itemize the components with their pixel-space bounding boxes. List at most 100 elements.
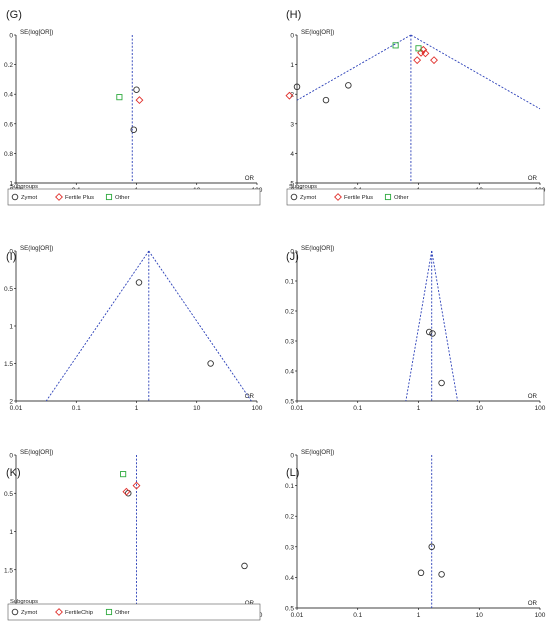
point-study-1 — [429, 330, 436, 337]
funnel-left-boundary — [296, 34, 412, 101]
x-tick-label: 0.1 — [353, 405, 362, 412]
y-tick-label: 0 — [290, 249, 294, 256]
funnel-right-boundary — [431, 250, 459, 402]
legend-entry-label: Other — [394, 195, 409, 201]
panel-label: (L) — [286, 467, 299, 479]
x-axis-label: OR — [528, 600, 538, 607]
y-tick-label: 0.4 — [285, 369, 294, 376]
y-tick-label: 0.3 — [285, 544, 294, 551]
panel-label: (K) — [6, 467, 21, 479]
x-tick-label: 0.1 — [72, 405, 81, 412]
point-fertile-plus-5 — [285, 91, 294, 100]
y-tick-label: 0.3 — [285, 339, 294, 346]
x-tick-label: 1 — [417, 405, 421, 412]
x-tick-label: 0.01 — [291, 405, 304, 412]
panel-j: (J)0 0.1 0.2 0.3 0.4 0.50.01 0.1 1 10 100 SE(log[O… — [285, 245, 546, 412]
legend-title: Subgroups — [10, 599, 38, 605]
funnel-right-boundary — [410, 34, 541, 110]
y-tick-label: 2 — [9, 399, 13, 406]
legend-entry-label: Fertile Plus — [344, 195, 373, 201]
x-axis-label: OR — [245, 175, 255, 182]
x-tick-label: 100 — [535, 405, 546, 412]
y-axis-label: SE(log[OR]) — [301, 449, 334, 456]
x-tick-label: 0.01 — [10, 405, 23, 412]
point-other-0 — [120, 471, 127, 478]
point-zymot-1 — [322, 96, 330, 104]
point-zymot-2 — [345, 82, 352, 89]
panel-i: (I)0 0.5 1 1.5 20.01 0.1 1 10 100 SE(log[OR]) OR — [4, 245, 263, 412]
legend-entry-label: Zymot — [21, 610, 37, 616]
x-axis-label: OR — [245, 393, 255, 400]
point-study-1 — [417, 569, 425, 577]
funnel-left-boundary — [45, 250, 150, 402]
y-tick-label: 0.5 — [4, 491, 13, 498]
panel-k: (K)00.511.520.010.1110100SE(log[OR])ORSu… — [4, 449, 263, 621]
x-tick-label: 10 — [476, 612, 484, 619]
point-other-1 — [415, 45, 422, 52]
legend-box — [7, 188, 261, 206]
point-zymot-0 — [133, 86, 140, 94]
point-fertile-plus-3 — [421, 49, 430, 58]
panel-label: (I) — [6, 251, 16, 263]
y-tick-label: 0 — [9, 249, 13, 256]
y-tick-label: 1 — [290, 62, 294, 69]
y-tick-label: 1 — [9, 181, 13, 188]
legend: Subgroups Zymot Fertile Plus Other — [286, 184, 545, 206]
point-fertile-plus-0 — [413, 56, 422, 65]
legend-title: Subgroups — [10, 184, 38, 190]
legend-entry-label: Other — [115, 195, 130, 201]
y-tick-label: 0 — [290, 33, 294, 40]
y-axis-label: SE(log[OR]) — [20, 449, 53, 456]
y-tick-label: 0.6 — [4, 121, 13, 128]
funnel-left-boundary — [405, 250, 433, 402]
point-fertile-plus-legend-1 — [55, 193, 63, 201]
y-tick-label: 0.2 — [4, 62, 13, 69]
y-tick-label: 0.4 — [4, 92, 13, 99]
y-tick-label: 1 — [9, 324, 13, 331]
y-tick-label: 0.2 — [285, 514, 294, 521]
y-tick-label: 4 — [290, 151, 294, 158]
panel-label: (H) — [286, 9, 301, 21]
panel-l: (L) 0 0.1 0.2 0.3 0.4 0.50.01 0.1 1 10 100 SE(log[O… — [285, 449, 546, 619]
legend-entry-label: FertileChip — [65, 610, 93, 616]
y-tick-label: 0 — [9, 33, 13, 40]
x-tick-label: 10 — [193, 405, 201, 412]
x-tick-label: 0.1 — [353, 612, 362, 619]
panel-h: (H)0123450.010.1110100SE(log[OR])ORSubgr… — [285, 9, 546, 206]
point-study-0 — [135, 279, 143, 286]
point-other-0 — [392, 42, 399, 49]
y-tick-label: 0.5 — [285, 606, 294, 613]
y-tick-label: 0.2 — [285, 309, 294, 316]
point-fertile-plus-4 — [430, 56, 438, 65]
x-axis-label: OR — [528, 393, 538, 400]
point-study-2 — [438, 379, 445, 387]
y-tick-label: 0 — [290, 453, 294, 460]
x-tick-label: 100 — [535, 612, 546, 619]
point-fertilechip-legend-1 — [55, 608, 63, 616]
point-other-legend-2 — [105, 608, 113, 616]
point-study-1 — [207, 360, 214, 367]
x-axis-label: OR — [245, 600, 255, 607]
point-zymot-0 — [293, 83, 301, 91]
legend: Subgroups Zymot Fertile Plus Other — [7, 184, 261, 206]
point-other-legend-2 — [105, 193, 113, 201]
legend-entry-label: Zymot — [300, 195, 316, 201]
y-tick-label: 0.5 — [285, 399, 294, 406]
y-tick-label: 1.5 — [4, 567, 13, 574]
y-tick-label: 3 — [290, 121, 294, 128]
y-axis-label: SE(log[OR]) — [301, 29, 334, 36]
point-fertilechip-1 — [122, 487, 131, 496]
x-tick-label: 0.01 — [291, 612, 304, 619]
y-axis-label: SE(log[OR]) — [20, 245, 53, 252]
legend-entry-label: Other — [115, 610, 130, 616]
y-axis-label: SE(log[OR]) — [301, 245, 334, 252]
legend-box — [286, 188, 545, 206]
legend-box — [7, 603, 261, 621]
panel-label: (J) — [286, 251, 299, 263]
legend-entry-label: Zymot — [21, 195, 37, 201]
point-fertile-plus-legend-1 — [334, 193, 342, 201]
y-tick-label: 0.5 — [4, 286, 13, 293]
y-tick-label: 0.1 — [285, 279, 294, 286]
x-tick-label: 10 — [476, 405, 484, 412]
